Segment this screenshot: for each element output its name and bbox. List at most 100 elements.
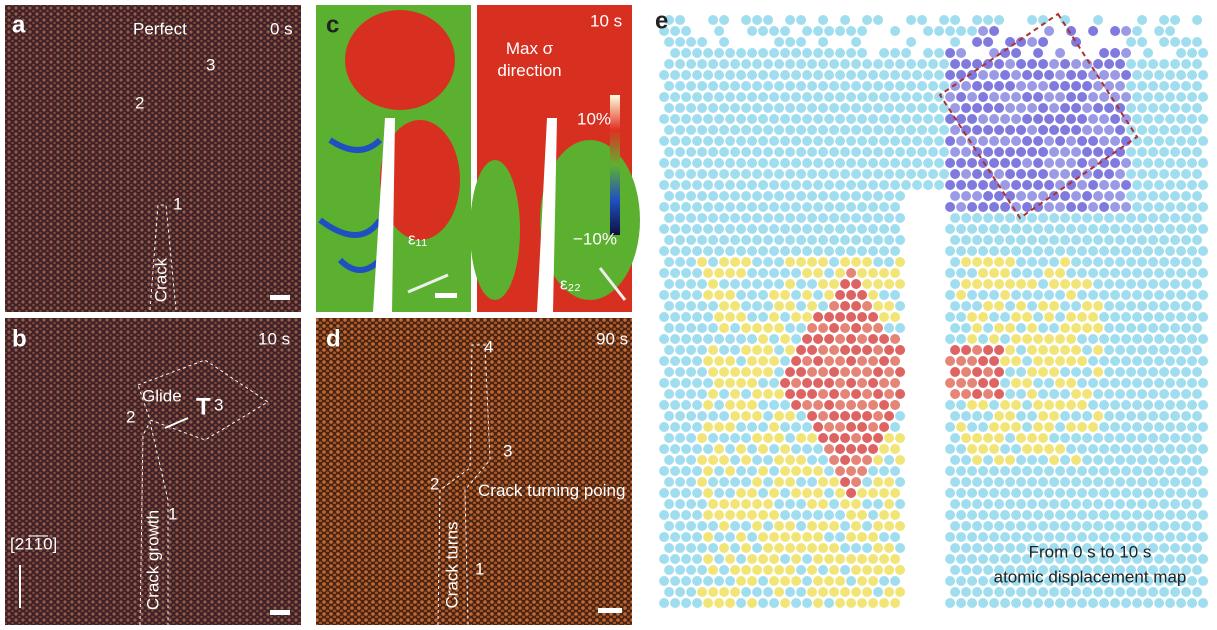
atom	[1165, 246, 1175, 256]
atom	[1148, 389, 1158, 399]
atom	[703, 510, 713, 520]
atom	[813, 422, 823, 432]
atom	[945, 290, 955, 300]
atom	[1011, 180, 1021, 190]
atom	[675, 147, 685, 157]
atom	[752, 455, 762, 465]
atom	[769, 70, 779, 80]
atom	[692, 576, 702, 586]
atom	[1170, 587, 1180, 597]
atom	[950, 147, 960, 157]
atom	[1104, 59, 1114, 69]
atom	[1060, 411, 1070, 421]
atom	[1055, 334, 1065, 344]
atom	[1181, 367, 1191, 377]
atom	[1077, 70, 1087, 80]
atom	[1033, 422, 1043, 432]
atom	[719, 147, 729, 157]
atom	[758, 334, 768, 344]
atom	[989, 532, 999, 542]
atom	[835, 114, 845, 124]
atom	[719, 587, 729, 597]
atom	[725, 158, 735, 168]
atom	[1148, 257, 1158, 267]
atom	[1187, 400, 1197, 410]
atom	[994, 213, 1004, 223]
atom	[1011, 246, 1021, 256]
atom	[989, 466, 999, 476]
atom	[1088, 136, 1098, 146]
atom	[1077, 268, 1087, 278]
atom	[917, 125, 927, 135]
atom	[1126, 323, 1136, 333]
atom	[719, 257, 729, 267]
annotation-box: Max σ direction	[482, 38, 577, 88]
atom	[890, 48, 900, 58]
atom	[835, 70, 845, 80]
atom	[928, 147, 938, 157]
atom	[851, 455, 861, 465]
atom	[956, 422, 966, 432]
atom	[703, 532, 713, 542]
atom	[747, 356, 757, 366]
atom	[824, 598, 834, 608]
atom	[1154, 598, 1164, 608]
atom	[989, 334, 999, 344]
atom	[1077, 378, 1087, 388]
atom	[730, 367, 740, 377]
atom	[736, 114, 746, 124]
atom	[895, 323, 905, 333]
atom	[1181, 345, 1191, 355]
atom	[851, 433, 861, 443]
atom	[664, 367, 674, 377]
atom	[813, 92, 823, 102]
atom	[1005, 323, 1015, 333]
atom	[1165, 378, 1175, 388]
atom	[813, 466, 823, 476]
atom	[961, 367, 971, 377]
atom	[961, 565, 971, 575]
atom	[785, 81, 795, 91]
atom	[1159, 37, 1169, 47]
atom	[1055, 312, 1065, 322]
atom	[1176, 554, 1186, 564]
atom	[686, 279, 696, 289]
atom	[1176, 48, 1186, 58]
atom	[791, 466, 801, 476]
atom	[791, 488, 801, 498]
atom	[774, 543, 784, 553]
atom	[1154, 180, 1164, 190]
atom	[813, 356, 823, 366]
atom	[1132, 268, 1142, 278]
atom	[1198, 268, 1208, 278]
atom	[758, 598, 768, 608]
atom	[1038, 521, 1048, 531]
atom	[923, 48, 933, 58]
atom	[945, 422, 955, 432]
atom	[890, 488, 900, 498]
atom	[1148, 191, 1158, 201]
atom	[780, 290, 790, 300]
scale-bar	[435, 293, 457, 298]
atom	[703, 488, 713, 498]
atom	[697, 125, 707, 135]
atom	[1159, 191, 1169, 201]
atom	[1126, 169, 1136, 179]
atom	[1187, 114, 1197, 124]
atom	[1126, 81, 1136, 91]
atom	[802, 158, 812, 168]
atom	[664, 521, 674, 531]
atom	[659, 488, 669, 498]
atom	[1071, 455, 1081, 465]
atom	[846, 400, 856, 410]
atom	[862, 191, 872, 201]
atom	[747, 224, 757, 234]
atom	[1033, 466, 1043, 476]
atom	[1126, 521, 1136, 531]
atom	[1077, 246, 1087, 256]
atom	[1016, 543, 1026, 553]
atom	[1126, 345, 1136, 355]
atom	[829, 257, 839, 267]
atom	[972, 477, 982, 487]
atom	[1159, 521, 1169, 531]
